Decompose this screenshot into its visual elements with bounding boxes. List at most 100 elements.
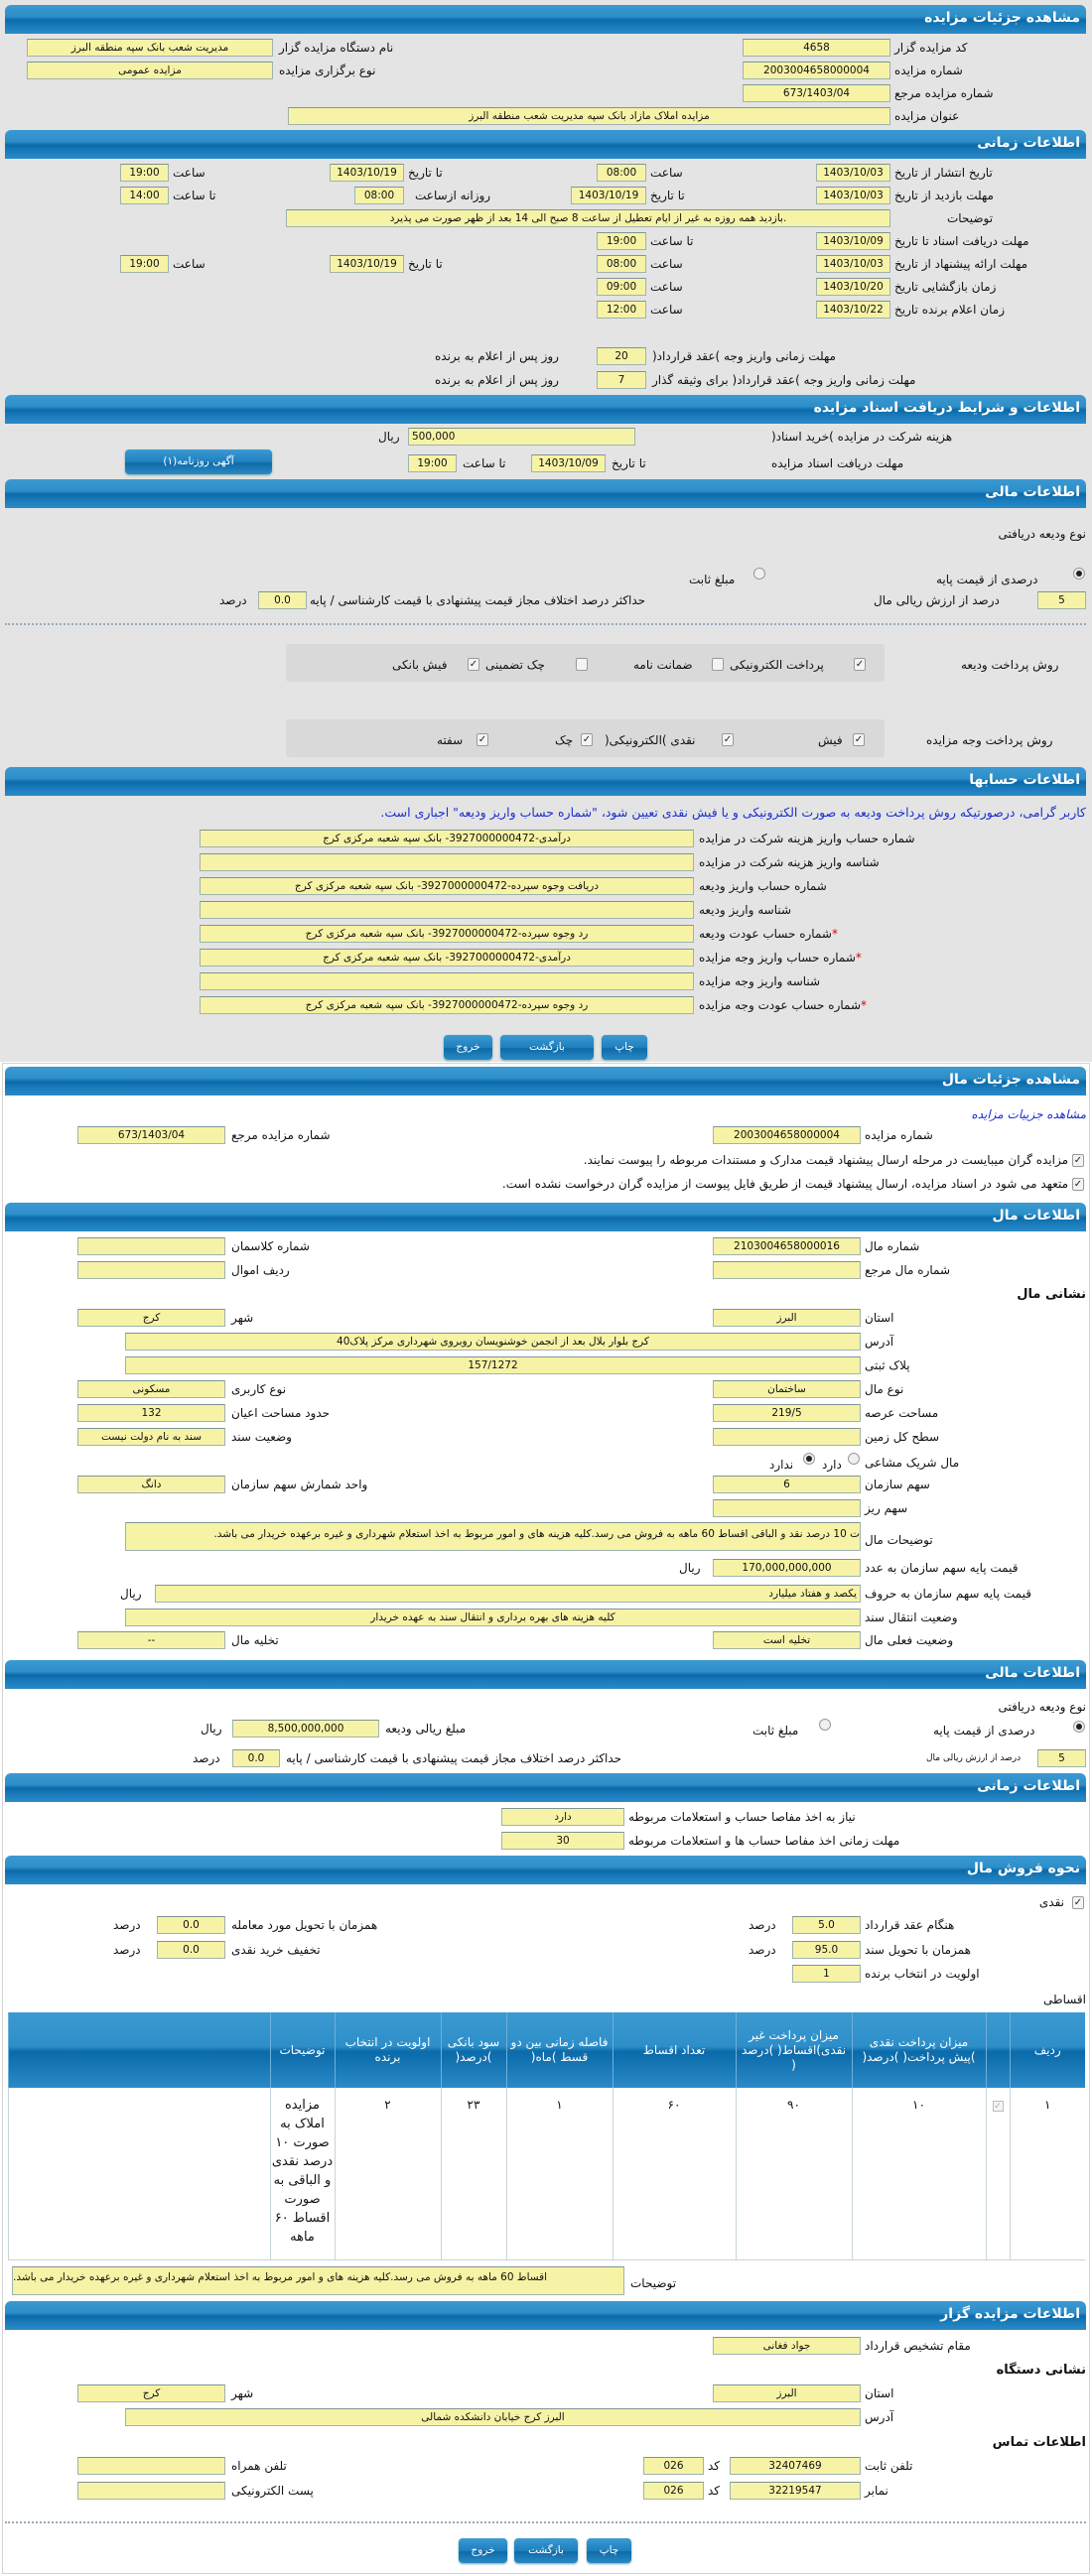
participation-fee-field[interactable]: 500,000	[408, 428, 635, 446]
fax-code-field[interactable]: 026	[643, 2482, 704, 2500]
deed-status-field[interactable]: سند به نام دولت نیست	[77, 1428, 225, 1446]
print-button[interactable]: چاپ	[602, 1035, 647, 1060]
share-unit-field[interactable]: دانگ	[77, 1476, 225, 1493]
percent-radio[interactable]	[1073, 568, 1085, 580]
checkbox-attach-documents[interactable]: ✓	[1072, 1154, 1084, 1167]
checkbox-bank-receipt[interactable]: ✓	[468, 658, 479, 671]
checkbox-electronic-payment[interactable]: ✓	[854, 658, 866, 671]
account-field[interactable]: رد وجوه سپرده-3927000000472- بانک سپه شع…	[200, 996, 694, 1014]
province-field[interactable]: البرز	[713, 2384, 861, 2402]
phone-code-field[interactable]: 026	[643, 2457, 704, 2475]
offer-from-date[interactable]: 1403/10/03	[816, 255, 890, 273]
land-area-field[interactable]: 219/5	[713, 1404, 861, 1422]
mobile-field[interactable]	[77, 2457, 225, 2475]
percent-radio[interactable]	[1073, 1721, 1085, 1733]
checkbox-no-attachment-offer[interactable]: ✓	[1072, 1178, 1084, 1191]
plate-field[interactable]: 157/1272	[125, 1356, 861, 1374]
visit-daily-from[interactable]: 08:00	[354, 187, 404, 204]
org-share-field[interactable]: 6	[713, 1476, 861, 1493]
account-field[interactable]: درآمدی-3927000000472- بانک سپه شعبه مرکز…	[200, 949, 694, 966]
checkbox-cash-electronic[interactable]: ✓	[722, 733, 734, 746]
back-button[interactable]: بازگشت	[514, 2538, 578, 2563]
clearance-days-field[interactable]: 30	[501, 1832, 624, 1850]
payment-deadline-collateral-field[interactable]: 7	[597, 371, 646, 389]
checkbox-guarantee-check[interactable]	[576, 658, 588, 671]
building-area-field[interactable]: 132	[77, 1404, 225, 1422]
offer-from-time[interactable]: 08:00	[597, 255, 646, 273]
docs-to-time[interactable]: 19:00	[408, 454, 457, 472]
auction-subject-field[interactable]: مزایده املاک مازاد بانک سپه مدیریت شعب م…	[288, 107, 890, 125]
phone-field[interactable]: 32407469	[730, 2457, 861, 2475]
account-field[interactable]: دریافت وجوه سپرده-3927000000472- بانک سپ…	[200, 877, 694, 895]
account-field[interactable]: درآمدی-3927000000472- بانک سپه شعبه مرکز…	[200, 830, 694, 847]
exit-button[interactable]: خروج	[459, 2538, 507, 2563]
contract-percent-field[interactable]: 5.0	[792, 1916, 861, 1934]
current-status-field[interactable]: تخلیه است	[713, 1631, 861, 1649]
exit-button[interactable]: خروج	[444, 1035, 492, 1060]
docs-deadline-time[interactable]: 19:00	[597, 232, 646, 250]
publish-to-date[interactable]: 1403/10/19	[330, 164, 404, 182]
opening-date[interactable]: 1403/10/20	[816, 278, 890, 296]
account-field[interactable]	[200, 901, 694, 919]
publish-from-time[interactable]: 08:00	[597, 164, 646, 182]
installment-notes-field[interactable]: اقساط 60 ماهه به فروش می رسد.کلیه هزینه …	[12, 2266, 624, 2295]
clearance-field[interactable]: دارد	[501, 1808, 624, 1826]
auction-type-field[interactable]: مزایده عمومی	[27, 62, 273, 79]
deposit-percent-field[interactable]: 5	[1037, 1749, 1086, 1767]
deed-transfer-field[interactable]: کلیه هزینه های بهره برداری و انتقال سند …	[125, 1609, 861, 1626]
shared-no-radio[interactable]	[803, 1453, 815, 1465]
fixed-amount-radio[interactable]	[753, 568, 765, 580]
delivery-percent-field[interactable]: 0.0	[157, 1916, 225, 1934]
evacuation-field[interactable]: --	[77, 1631, 225, 1649]
province-field[interactable]: البرز	[713, 1309, 861, 1327]
auction-details-link[interactable]: مشاهده جزییات مزایده	[971, 1107, 1086, 1121]
item-auction-ref-field[interactable]: 673/1403/04	[77, 1126, 225, 1144]
deed-percent-field[interactable]: 95.0	[792, 1941, 861, 1959]
visit-to-date[interactable]: 1403/10/19	[571, 187, 646, 204]
checkbox-promissory-note[interactable]: ✓	[477, 733, 488, 746]
winner-date[interactable]: 1403/10/22	[816, 301, 890, 319]
docs-deadline-date[interactable]: 1403/10/09	[816, 232, 890, 250]
cell-checkbox[interactable]: ✓	[985, 2088, 1010, 2260]
fixed-amount-radio[interactable]	[819, 1719, 831, 1731]
asset-row-field[interactable]	[77, 1261, 225, 1279]
small-share-field[interactable]	[713, 1499, 861, 1517]
city-field[interactable]: کرج	[77, 1309, 225, 1327]
row-checkbox[interactable]: ✓	[992, 2101, 1004, 2112]
auction-number-field[interactable]: 2003004658000004	[743, 62, 890, 79]
usage-field[interactable]: مسکونی	[77, 1380, 225, 1398]
org-address-field[interactable]: البرز کرج خیابان دانشکده شمالی	[125, 2408, 861, 2426]
item-description-field[interactable]: ت 10 درصد نقد و الباقی اقساط 60 ماهه به …	[125, 1522, 861, 1551]
item-ref-field[interactable]	[713, 1261, 861, 1279]
auction-ref-field[interactable]: 673/1403/04	[743, 84, 890, 102]
visit-notes-field[interactable]: .بازدید همه روزه به غیر از ایام تعطیل از…	[286, 209, 890, 227]
priority-field[interactable]: 1	[792, 1965, 861, 1983]
account-field[interactable]	[200, 853, 694, 871]
deposit-amount-field[interactable]: 8,500,000,000	[232, 1720, 379, 1738]
item-number-field[interactable]: 2103004658000016	[713, 1237, 861, 1255]
opening-time[interactable]: 09:00	[597, 278, 646, 296]
organization-field[interactable]: مدیریت شعب بانک سپه منطقه البرز	[27, 39, 273, 57]
item-kind-field[interactable]: ساختمان	[713, 1380, 861, 1398]
checkbox-cash[interactable]: ✓	[1072, 1896, 1084, 1909]
checkbox-check[interactable]: ✓	[581, 733, 593, 746]
fax-field[interactable]: 32219547	[730, 2482, 861, 2500]
visit-to-time[interactable]: 14:00	[120, 187, 169, 204]
checkbox-guarantee[interactable]	[712, 658, 724, 671]
base-price-words-field[interactable]: یکصد و هفتاد میلیارد	[155, 1585, 861, 1603]
cash-discount-field[interactable]: 0.0	[157, 1941, 225, 1959]
auction-code-field[interactable]: 4658	[743, 39, 890, 57]
publish-to-time[interactable]: 19:00	[120, 164, 169, 182]
deposit-percent-field[interactable]: 5	[1037, 591, 1086, 609]
offer-to-time[interactable]: 19:00	[120, 255, 169, 273]
city-field[interactable]: کرج	[77, 2384, 225, 2402]
max-diff-field[interactable]: 0.0	[258, 591, 307, 609]
account-field[interactable]: رد وجوه سپرده-3927000000472- بانک سپه شع…	[200, 925, 694, 943]
newspaper-ad-button[interactable]: آگهی روزنامه(۱)	[125, 450, 272, 474]
payment-deadline-field[interactable]: 20	[597, 347, 646, 365]
base-price-field[interactable]: 170,000,000,000	[713, 1559, 861, 1577]
visit-from-date[interactable]: 1403/10/03	[816, 187, 890, 204]
shared-yes-radio[interactable]	[848, 1453, 860, 1465]
back-button[interactable]: بازگشت	[500, 1035, 594, 1060]
total-land-field[interactable]	[713, 1428, 861, 1446]
